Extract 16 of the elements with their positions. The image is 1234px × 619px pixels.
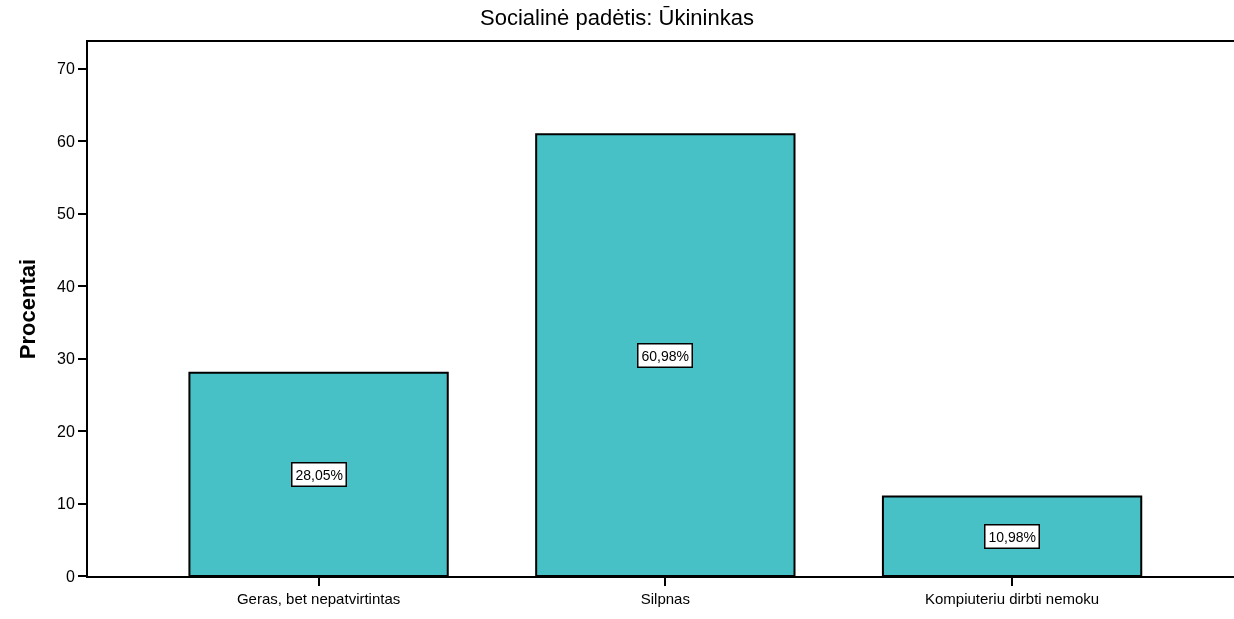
x-tick-label: Kompiuteriu dirbti nemoku	[924, 590, 1100, 607]
y-tick-label: 40	[57, 277, 75, 295]
x-tick-label: Geras, bet nepatvirtintas	[236, 590, 401, 607]
y-tick-label: 20	[57, 422, 75, 440]
data-label: 60,98%	[641, 347, 689, 364]
y-tick-label: 0	[65, 567, 75, 585]
x-tick-label: Silpnas	[640, 590, 690, 607]
data-label: 10,98%	[988, 528, 1036, 545]
y-tick-label: 10	[57, 495, 75, 513]
y-tick-label: 30	[57, 350, 75, 368]
y-tick-label: 50	[57, 205, 75, 223]
chart-title: Socialinė padėtis: Ūkininkas	[480, 4, 754, 30]
y-tick-label: 60	[57, 132, 75, 150]
y-axis-title: Procentai	[15, 258, 41, 360]
data-label: 28,05%	[295, 466, 343, 483]
y-tick-label: 70	[57, 60, 75, 78]
